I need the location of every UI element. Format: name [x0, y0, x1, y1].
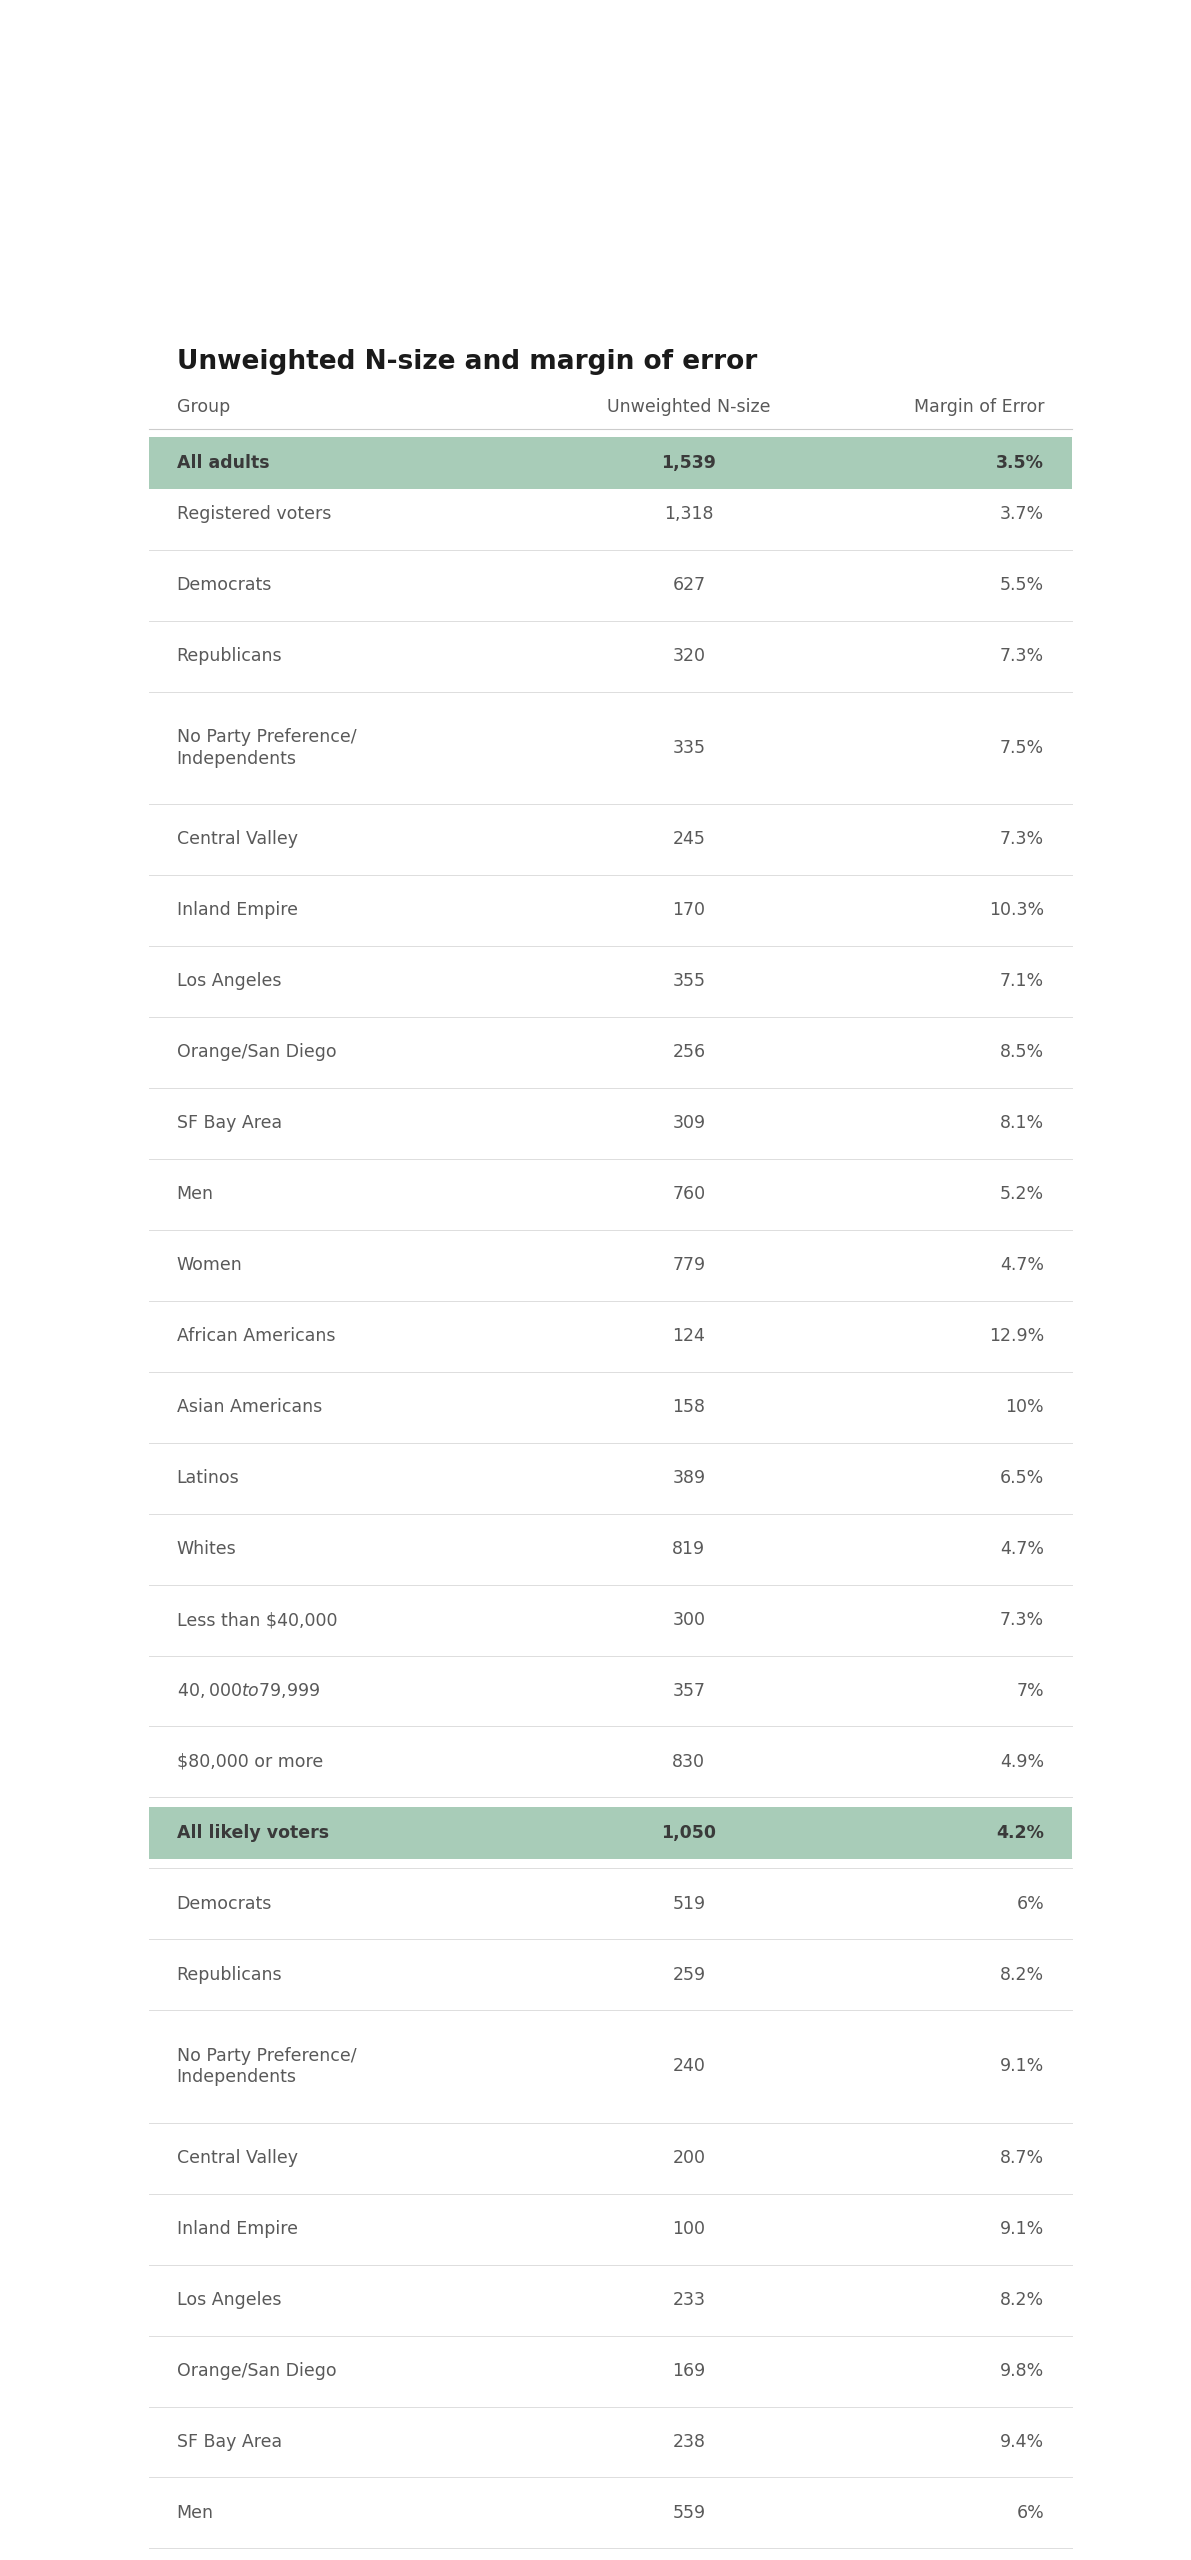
Text: 6%: 6% — [1016, 2504, 1045, 2522]
Text: 7.3%: 7.3% — [1000, 648, 1045, 666]
Text: 5.5%: 5.5% — [1000, 576, 1045, 594]
Text: 170: 170 — [673, 901, 705, 919]
Text: 100: 100 — [673, 2220, 705, 2237]
Text: 7.3%: 7.3% — [1000, 1610, 1045, 1628]
Bar — [149, 1807, 1072, 1859]
Text: 7%: 7% — [1017, 1682, 1045, 1700]
Text: 240: 240 — [673, 2058, 705, 2076]
Text: 389: 389 — [672, 1469, 705, 1487]
Text: 9.4%: 9.4% — [1000, 2432, 1045, 2450]
Text: Men: Men — [176, 1185, 213, 1203]
Text: No Party Preference/
Independents: No Party Preference/ Independents — [176, 2048, 356, 2086]
Text: Orange/San Diego: Orange/San Diego — [176, 1044, 336, 1062]
Text: 200: 200 — [673, 2150, 705, 2168]
Text: 779: 779 — [672, 1257, 705, 1275]
Text: Group: Group — [176, 397, 230, 415]
Text: 760: 760 — [672, 1185, 705, 1203]
Text: $40,000 to $79,999: $40,000 to $79,999 — [176, 1682, 320, 1700]
Text: 309: 309 — [672, 1114, 705, 1132]
Text: 6%: 6% — [1016, 1894, 1045, 1912]
Text: 519: 519 — [672, 1894, 705, 1912]
Text: 256: 256 — [672, 1044, 705, 1062]
Text: 9.1%: 9.1% — [1000, 2220, 1045, 2237]
Text: 7.3%: 7.3% — [1000, 829, 1045, 847]
Text: 5.2%: 5.2% — [1000, 1185, 1045, 1203]
Text: 320: 320 — [673, 648, 705, 666]
Text: 6.5%: 6.5% — [1000, 1469, 1045, 1487]
Text: Los Angeles: Los Angeles — [176, 973, 281, 991]
Text: 8.2%: 8.2% — [1000, 1966, 1045, 1984]
Text: 8.1%: 8.1% — [1000, 1114, 1045, 1132]
Text: Margin of Error: Margin of Error — [913, 397, 1045, 415]
Text: Republicans: Republicans — [176, 648, 282, 666]
Text: Less than $40,000: Less than $40,000 — [176, 1610, 337, 1628]
Text: 245: 245 — [673, 829, 705, 847]
Text: 355: 355 — [673, 973, 705, 991]
Text: 124: 124 — [673, 1326, 705, 1344]
Text: 10.3%: 10.3% — [989, 901, 1045, 919]
Text: 7.5%: 7.5% — [1000, 740, 1045, 758]
Text: 233: 233 — [673, 2291, 705, 2309]
Text: 169: 169 — [672, 2363, 705, 2381]
Text: 158: 158 — [673, 1398, 705, 1416]
Bar — [149, 438, 1072, 489]
Text: Unweighted N-size and margin of error: Unweighted N-size and margin of error — [176, 348, 756, 374]
Text: Los Angeles: Los Angeles — [176, 2291, 281, 2309]
Text: Orange/San Diego: Orange/San Diego — [176, 2363, 336, 2381]
Text: 4.7%: 4.7% — [1000, 1541, 1045, 1559]
Text: 335: 335 — [673, 740, 705, 758]
Text: Latinos: Latinos — [176, 1469, 239, 1487]
Text: 238: 238 — [673, 2432, 705, 2450]
Text: Registered voters: Registered voters — [176, 504, 331, 522]
Text: 830: 830 — [673, 1754, 705, 1772]
Text: SF Bay Area: SF Bay Area — [176, 2432, 282, 2450]
Text: Inland Empire: Inland Empire — [176, 901, 298, 919]
Text: Women: Women — [176, 1257, 242, 1275]
Text: 8.5%: 8.5% — [1000, 1044, 1045, 1062]
Text: 1,318: 1,318 — [665, 504, 713, 522]
Text: 1,050: 1,050 — [661, 1823, 716, 1841]
Text: 3.5%: 3.5% — [997, 453, 1045, 471]
Text: Unweighted N-size: Unweighted N-size — [607, 397, 771, 415]
Text: SF Bay Area: SF Bay Area — [176, 1114, 282, 1132]
Text: 8.2%: 8.2% — [1000, 2291, 1045, 2309]
Text: Central Valley: Central Valley — [176, 829, 298, 847]
Text: 12.9%: 12.9% — [989, 1326, 1045, 1344]
Text: 9.8%: 9.8% — [1000, 2363, 1045, 2381]
Text: 9.1%: 9.1% — [1000, 2058, 1045, 2076]
Text: Asian Americans: Asian Americans — [176, 1398, 322, 1416]
Text: 4.7%: 4.7% — [1000, 1257, 1045, 1275]
Text: 7.1%: 7.1% — [1000, 973, 1045, 991]
Text: 819: 819 — [672, 1541, 705, 1559]
Text: Inland Empire: Inland Empire — [176, 2220, 298, 2237]
Text: 627: 627 — [672, 576, 705, 594]
Text: 259: 259 — [672, 1966, 705, 1984]
Text: 357: 357 — [673, 1682, 705, 1700]
Text: 8.7%: 8.7% — [1000, 2150, 1045, 2168]
Text: 3.7%: 3.7% — [1000, 504, 1045, 522]
Text: 4.9%: 4.9% — [1000, 1754, 1045, 1772]
Text: African Americans: African Americans — [176, 1326, 335, 1344]
Text: Whites: Whites — [176, 1541, 236, 1559]
Text: $80,000 or more: $80,000 or more — [176, 1754, 323, 1772]
Text: 10%: 10% — [1005, 1398, 1045, 1416]
Text: 559: 559 — [672, 2504, 705, 2522]
Text: Democrats: Democrats — [176, 576, 272, 594]
Text: Democrats: Democrats — [176, 1894, 272, 1912]
Text: All adults: All adults — [176, 453, 269, 471]
Text: Men: Men — [176, 2504, 213, 2522]
Text: All likely voters: All likely voters — [176, 1823, 329, 1841]
Text: No Party Preference/
Independents: No Party Preference/ Independents — [176, 727, 356, 768]
Text: 1,539: 1,539 — [661, 453, 716, 471]
Text: Central Valley: Central Valley — [176, 2150, 298, 2168]
Text: Republicans: Republicans — [176, 1966, 282, 1984]
Text: 4.2%: 4.2% — [997, 1823, 1045, 1841]
Text: 300: 300 — [673, 1610, 705, 1628]
